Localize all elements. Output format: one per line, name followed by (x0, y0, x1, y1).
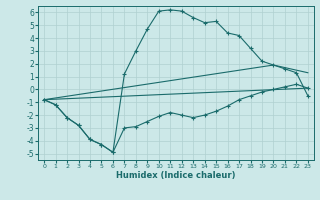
X-axis label: Humidex (Indice chaleur): Humidex (Indice chaleur) (116, 171, 236, 180)
